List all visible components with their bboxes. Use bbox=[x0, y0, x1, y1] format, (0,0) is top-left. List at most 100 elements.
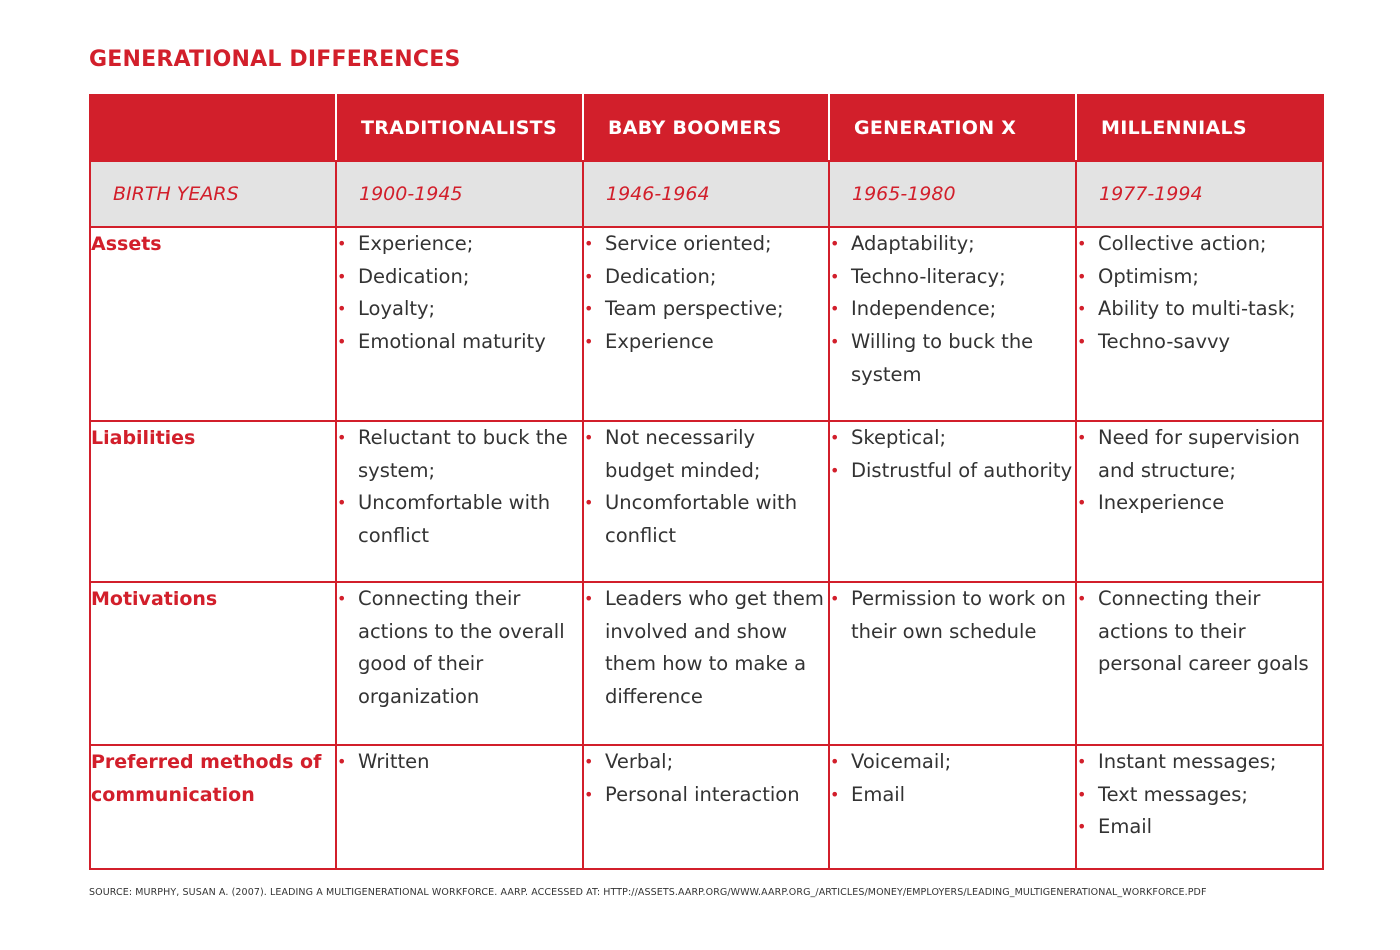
bullet-icon: • bbox=[337, 428, 347, 447]
bullet-icon: • bbox=[1077, 752, 1087, 771]
cell-liabilities-millennials: • Need for supervision and structure; • Ine… bbox=[1075, 420, 1324, 583]
bullet-text: Experience bbox=[605, 330, 714, 354]
header-traditionalists: TRADITIONALISTS bbox=[335, 94, 584, 162]
cell-communication-traditionalists: • Written bbox=[335, 744, 584, 870]
row-label-motivations: Motivations bbox=[89, 581, 337, 746]
bullet-text: Experience; bbox=[358, 232, 474, 255]
bullet-icon: • bbox=[1077, 493, 1087, 513]
bullet-item: • Dedication; bbox=[584, 261, 828, 294]
bullet-icon: • bbox=[1077, 428, 1087, 447]
bullet-icon: • bbox=[337, 299, 347, 319]
bullet-text: Permission to work on their own schedule bbox=[851, 587, 1066, 643]
bullet-text: Connecting their actions to the overall … bbox=[358, 587, 565, 709]
bullet-text: Uncomfortable with conflict bbox=[358, 491, 551, 548]
bullet-item: • Not necessarily budget minded; bbox=[584, 422, 828, 487]
bullet-list: • Reluctant to buck the system; • Uncomfort… bbox=[337, 422, 582, 553]
bullet-text: Techno-savvy bbox=[1098, 330, 1231, 354]
bullet-icon: • bbox=[1077, 817, 1087, 837]
bullet-list: • Connecting their actions to their perso… bbox=[1077, 583, 1322, 681]
bullet-item: • Uncomfortable with conflict bbox=[584, 487, 828, 552]
row-label-assets: Assets bbox=[89, 226, 337, 422]
header-row: TRADITIONALISTS BABY BOOMERS GENERATION … bbox=[89, 94, 1324, 162]
bullet-item: • Uncomfortable with conflict bbox=[337, 487, 582, 552]
bullet-text: Written bbox=[358, 750, 430, 773]
table-row-assets: Assets • Experience; • Dedication; • Loyalty;… bbox=[89, 226, 1324, 422]
cell-communication-millennials: • Instant messages; • Text messages; • Email bbox=[1075, 744, 1324, 870]
bullet-text: Service oriented; bbox=[605, 232, 772, 255]
birth-years-traditionalists: 1900-1945 bbox=[335, 160, 584, 228]
row-label-liabilities: Liabilities bbox=[89, 420, 337, 583]
birth-years-baby-boomers: 1946-1964 bbox=[582, 160, 830, 228]
bullet-item: • Collective action; bbox=[1077, 228, 1322, 261]
bullet-list: • Voicemail; • Email bbox=[830, 746, 1075, 811]
bullet-list: • Not necessarily budget minded; • Uncomfor… bbox=[584, 422, 828, 553]
bullet-text: Verbal; bbox=[605, 750, 674, 773]
bullet-text: Emotional maturity bbox=[358, 330, 546, 354]
bullet-item: • Verbal; bbox=[584, 746, 828, 779]
bullet-text: Collective action; bbox=[1098, 232, 1267, 255]
bullet-item: • Emotional maturity bbox=[337, 326, 582, 359]
bullet-text: Connecting their actions to their person… bbox=[1098, 587, 1309, 676]
bullet-item: • Email bbox=[830, 779, 1075, 812]
bullet-icon: • bbox=[584, 589, 594, 608]
birth-years-millennials: 1977-1994 bbox=[1075, 160, 1324, 228]
header-generation-x: GENERATION X bbox=[828, 94, 1077, 162]
bullet-text: Optimism; bbox=[1098, 264, 1199, 288]
source-citation: SOURCE: MURPHY, SUSAN A. (2007). LEADING… bbox=[89, 887, 1207, 898]
bullet-icon: • bbox=[1077, 299, 1087, 319]
bullet-text: Need for supervision and structure; bbox=[1098, 426, 1300, 482]
bullet-list: • Permission to work on their own schedul… bbox=[830, 583, 1075, 648]
bullet-item: • Team perspective; bbox=[584, 293, 828, 326]
bullet-icon: • bbox=[584, 332, 594, 352]
bullet-icon: • bbox=[1077, 234, 1087, 253]
bullet-item: • Optimism; bbox=[1077, 261, 1322, 294]
bullet-icon: • bbox=[1077, 784, 1087, 804]
page-title: GENERATIONAL DIFFERENCES bbox=[89, 47, 461, 72]
bullet-icon: • bbox=[584, 752, 594, 771]
bullet-item: • Written bbox=[337, 746, 582, 779]
bullet-text: Leaders who get them involved and show t… bbox=[605, 587, 824, 709]
cell-assets-generation-x: • Adaptability; • Techno-literacy; • Independ… bbox=[828, 226, 1077, 422]
bullet-text: Independence; bbox=[851, 297, 997, 321]
bullet-icon: • bbox=[830, 234, 840, 253]
bullet-item: • Techno-savvy bbox=[1077, 326, 1322, 359]
bullet-text: Distrustful of authority bbox=[851, 458, 1073, 482]
cell-assets-traditionalists: • Experience; • Dedication; • Loyalty; • Emotio… bbox=[335, 226, 584, 422]
bullet-icon: • bbox=[830, 266, 840, 286]
table-row-motivations: Motivations • Connecting their actions to… bbox=[89, 581, 1324, 746]
bullet-icon: • bbox=[830, 752, 840, 771]
bullet-icon: • bbox=[830, 784, 840, 804]
bullet-item: • Text messages; bbox=[1077, 779, 1322, 812]
bullet-item: • Distrustful of authority bbox=[830, 455, 1075, 488]
bullet-icon: • bbox=[337, 266, 347, 286]
bullet-item: • Willing to buck the system bbox=[830, 326, 1075, 391]
bullet-icon: • bbox=[830, 299, 840, 319]
bullet-item: • Reluctant to buck the system; bbox=[337, 422, 582, 487]
bullet-item: • Leaders who get them involved and show … bbox=[584, 583, 828, 714]
bullet-list: • Leaders who get them involved and show … bbox=[584, 583, 828, 714]
bullet-text: Dedication; bbox=[358, 264, 470, 288]
birth-years-row: BIRTH YEARS 1900-1945 1946-1964 1965-198… bbox=[89, 160, 1324, 228]
bullet-icon: • bbox=[830, 428, 840, 447]
bullet-text: Loyalty; bbox=[358, 297, 436, 321]
cell-liabilities-generation-x: • Skeptical; • Distrustful of authority bbox=[828, 420, 1077, 583]
bullet-icon: • bbox=[830, 332, 840, 352]
table-row-communication: Preferred methods of communication • Writ… bbox=[89, 744, 1324, 870]
bullet-icon: • bbox=[337, 752, 347, 771]
bullet-list: • Need for supervision and structure; • Ine… bbox=[1077, 422, 1322, 520]
bullet-text: Uncomfortable with conflict bbox=[605, 491, 798, 548]
row-label-communication: Preferred methods of communication bbox=[89, 744, 337, 870]
bullet-item: • Need for supervision and structure; bbox=[1077, 422, 1322, 487]
bullet-item: • Email bbox=[1077, 811, 1322, 844]
bullet-item: • Skeptical; bbox=[830, 422, 1075, 455]
bullet-text: Inexperience bbox=[1098, 491, 1225, 515]
bullet-text: Not necessarily budget minded; bbox=[605, 426, 761, 482]
bullet-icon: • bbox=[830, 589, 840, 608]
bullet-item: • Adaptability; bbox=[830, 228, 1075, 261]
bullet-item: • Connecting their actions to the overall… bbox=[337, 583, 582, 714]
bullet-icon: • bbox=[1077, 332, 1087, 352]
bullet-text: Team perspective; bbox=[605, 297, 784, 321]
bullet-text: Text messages; bbox=[1098, 782, 1249, 806]
cell-assets-baby-boomers: • Service oriented; • Dedication; • Team pers… bbox=[582, 226, 830, 422]
bullet-item: • Independence; bbox=[830, 293, 1075, 326]
